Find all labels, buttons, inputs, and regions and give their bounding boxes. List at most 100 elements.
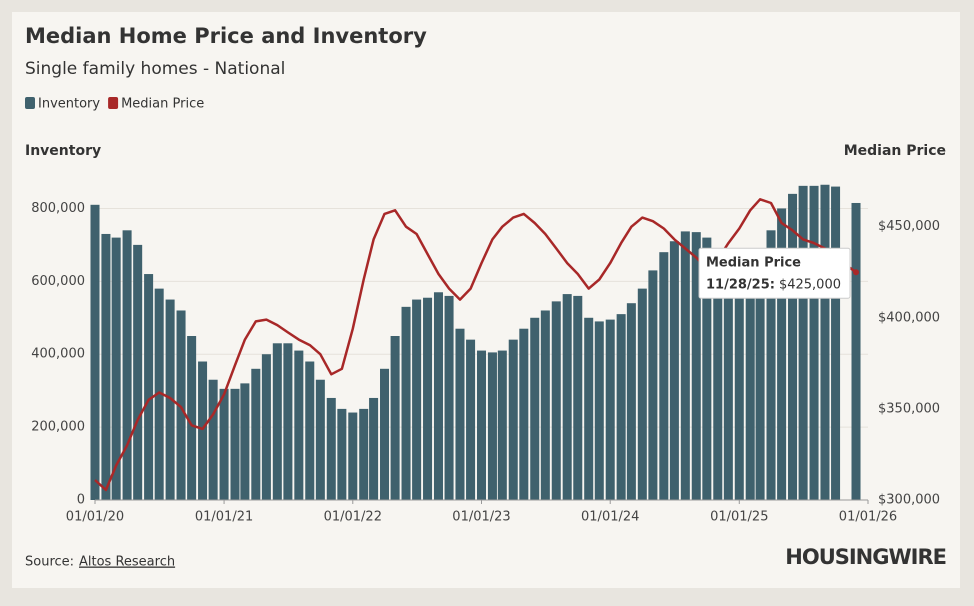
bar — [788, 193, 798, 500]
bar — [101, 233, 111, 500]
bar — [337, 408, 347, 500]
bar — [745, 263, 755, 500]
bar — [508, 339, 518, 500]
bar — [594, 321, 604, 500]
legend-swatch — [25, 97, 35, 109]
x-tick-label: 01/01/25 — [710, 510, 768, 525]
bar — [401, 306, 411, 500]
bar — [165, 299, 175, 500]
bar — [380, 368, 390, 500]
bar — [851, 202, 861, 500]
bar — [315, 379, 325, 500]
y2-tick-label: $350,000 — [878, 401, 940, 416]
bar — [444, 295, 454, 500]
bar — [187, 336, 197, 500]
bar — [305, 361, 315, 500]
tooltip-date: 11/28/25: — [706, 278, 775, 293]
bar — [562, 294, 572, 500]
bar — [626, 303, 636, 500]
bar — [659, 252, 669, 500]
bar — [777, 208, 787, 500]
bar — [637, 288, 647, 500]
bar — [230, 388, 240, 500]
bar — [702, 237, 712, 500]
bar — [176, 310, 186, 500]
bar — [283, 343, 293, 500]
bar — [573, 295, 583, 500]
bar — [669, 241, 679, 500]
bar — [198, 361, 208, 500]
y2-tick-label: $300,000 — [878, 493, 940, 508]
bar — [219, 388, 229, 500]
bar — [261, 354, 271, 500]
bar — [766, 230, 776, 501]
bar — [616, 314, 626, 500]
bar — [348, 412, 358, 500]
source-label: Source: — [25, 555, 74, 570]
tooltip-box — [698, 247, 851, 299]
y-axis-title: Inventory — [25, 143, 101, 159]
y-tick-label: 600,000 — [31, 274, 85, 289]
bar — [272, 343, 282, 500]
bar — [390, 336, 400, 500]
bar — [455, 328, 465, 500]
bar — [466, 339, 476, 500]
bar — [809, 185, 819, 501]
bar — [584, 317, 594, 500]
bar — [798, 185, 808, 501]
y-tick-label: 800,000 — [31, 201, 85, 216]
bar — [240, 383, 250, 500]
bar — [369, 397, 379, 500]
y-tick-label: 0 — [77, 493, 85, 508]
tooltip-value: $425,000 — [779, 278, 841, 293]
bar — [487, 352, 497, 500]
tooltip-point — [853, 269, 860, 276]
y2-tick-label: $450,000 — [878, 219, 940, 234]
bar — [680, 231, 690, 500]
bar — [144, 274, 154, 500]
bar — [433, 292, 443, 500]
bar — [831, 186, 841, 501]
tooltip-title: Median Price — [706, 256, 801, 271]
bar — [648, 270, 658, 500]
bar — [723, 259, 733, 500]
bar — [294, 350, 304, 500]
bar — [90, 204, 100, 501]
legend-swatch — [108, 97, 119, 109]
bar — [111, 237, 121, 500]
bar — [133, 244, 143, 500]
x-tick-label: 01/01/20 — [66, 510, 124, 525]
bar — [755, 252, 765, 500]
bar — [154, 288, 164, 500]
x-tick-label: 01/01/26 — [839, 510, 897, 525]
bar — [251, 368, 261, 500]
y2-axis-title: Median Price — [844, 143, 946, 159]
bar — [359, 408, 369, 500]
source-link[interactable]: Altos Research — [79, 555, 175, 570]
x-tick-label: 01/01/22 — [324, 510, 382, 525]
bar — [540, 310, 550, 500]
bar — [551, 301, 561, 500]
bar — [734, 266, 744, 500]
tooltip: Median Price 11/28/25: $425,000 — [698, 247, 851, 299]
bar — [208, 379, 218, 500]
y-tick-label: 200,000 — [31, 420, 85, 435]
legend-label: Median Price — [121, 97, 204, 112]
bar — [412, 299, 422, 500]
y-tick-label: 400,000 — [31, 347, 85, 362]
x-tick-label: 01/01/21 — [195, 510, 253, 525]
bar — [519, 328, 529, 500]
bar — [713, 248, 723, 500]
bar — [326, 397, 336, 500]
bar — [122, 230, 132, 501]
chart-subtitle: Single family homes - National — [25, 59, 285, 79]
bar — [691, 232, 701, 500]
brand-logo: HOUSINGWIRE — [785, 545, 946, 569]
bar — [530, 317, 540, 500]
bar — [820, 184, 830, 500]
bar — [476, 350, 487, 500]
y2-tick-label: $400,000 — [878, 310, 940, 325]
chart-title: Median Home Price and Inventory — [25, 24, 427, 48]
